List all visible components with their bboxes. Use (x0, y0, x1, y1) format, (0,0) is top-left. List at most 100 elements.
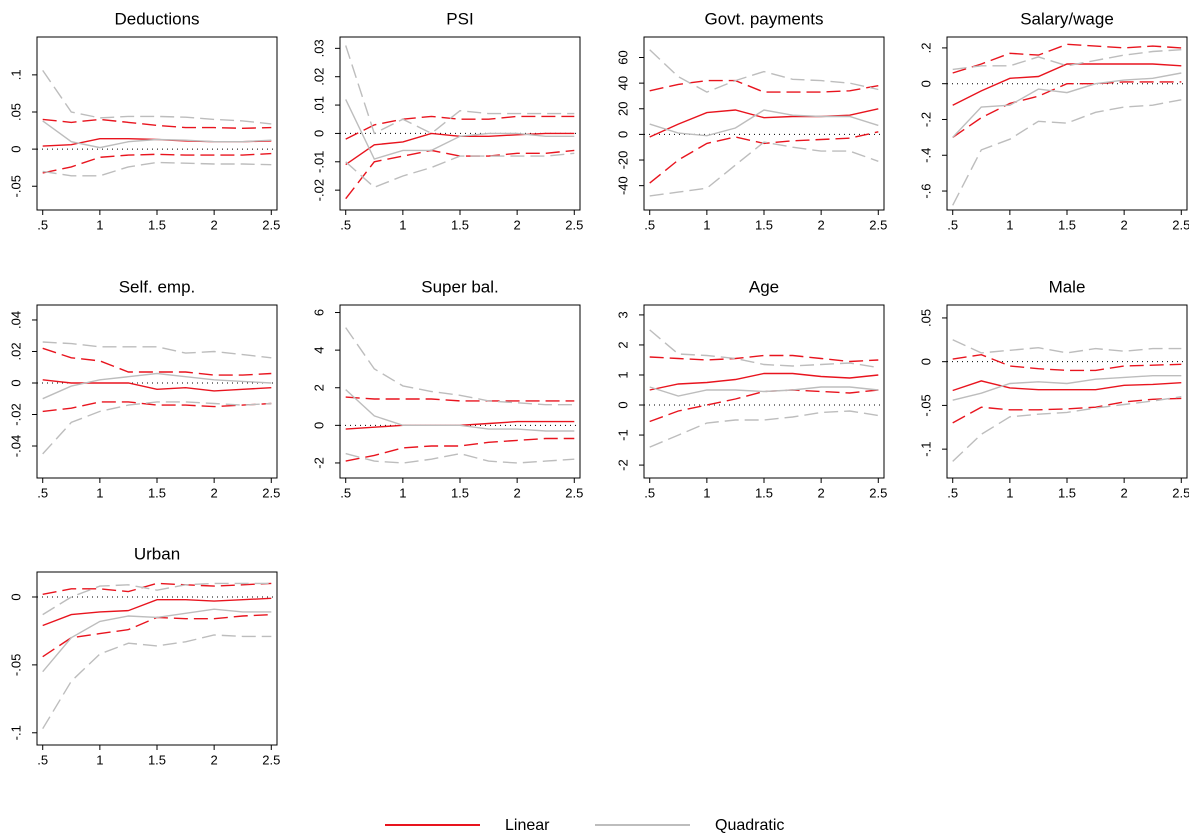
x-tick-label: 2 (211, 485, 218, 500)
x-tick-label: 1.5 (148, 217, 166, 232)
estimate-line (345, 99, 575, 160)
x-tick-label: .5 (644, 217, 655, 232)
plot-frame (36, 304, 278, 479)
panel-title: Salary/wage (1020, 9, 1114, 28)
y-tick-label: 40 (615, 76, 630, 90)
y-tick-label: -.05 (8, 654, 23, 676)
y-tick-label: -.04 (8, 435, 23, 457)
x-tick-label: 1.5 (451, 217, 469, 232)
confidence-band (649, 389, 879, 423)
x-tick-label: 1.5 (755, 217, 773, 232)
x-tick-label: 1.5 (755, 485, 773, 500)
estimate-line (42, 372, 272, 400)
confidence-band (42, 152, 272, 174)
y-tick-label: 0 (918, 80, 933, 87)
y-tick-label: 0 (311, 422, 326, 429)
y-tick-label: .01 (311, 96, 326, 114)
plot-frame (339, 304, 581, 479)
y-tick-label: .03 (311, 39, 326, 57)
estimate-line (952, 72, 1182, 138)
y-tick-label: -.01 (311, 151, 326, 173)
confidence-band (649, 79, 879, 93)
x-tick-label: 2.5 (262, 485, 280, 500)
panel-title: Super bal. (421, 277, 499, 296)
y-tick-label: -20 (615, 151, 630, 170)
x-tick-label: 2 (211, 752, 218, 767)
y-tick-label: .2 (918, 42, 933, 53)
y-tick-label: -.4 (918, 148, 933, 163)
x-tick-label: 1.5 (1058, 485, 1076, 500)
x-tick-label: 1.5 (148, 752, 166, 767)
y-tick-label: -.6 (918, 183, 933, 198)
y-tick-label: 1 (615, 371, 630, 378)
y-tick-label: -2 (615, 459, 630, 471)
y-tick-label: -.02 (8, 403, 23, 425)
confidence-band (952, 43, 1182, 74)
y-tick-label: .04 (8, 311, 23, 329)
x-tick-label: 2.5 (565, 485, 583, 500)
confidence-band (952, 81, 1182, 138)
y-tick-label: 0 (8, 145, 23, 152)
x-tick-label: 1 (703, 217, 710, 232)
panel-title: Self. emp. (119, 277, 196, 296)
legend-label: Quadratic (715, 817, 784, 834)
confidence-band (42, 582, 272, 595)
x-tick-label: 2 (514, 485, 521, 500)
confidence-band (952, 353, 1182, 372)
y-tick-label: 4 (311, 347, 326, 354)
estimate-line (952, 375, 1182, 401)
panel-title: Age (749, 277, 779, 296)
confidence-band (649, 354, 879, 363)
estimate-line (42, 597, 272, 627)
panel-title: Govt. payments (704, 9, 823, 28)
estimate-line (42, 608, 272, 673)
x-tick-label: 1 (96, 217, 103, 232)
x-tick-label: .5 (37, 217, 48, 232)
x-tick-label: 2.5 (869, 217, 887, 232)
y-tick-label: -40 (615, 176, 630, 195)
confidence-band (42, 341, 272, 359)
confidence-band (649, 49, 879, 93)
confidence-band (649, 131, 879, 184)
confidence-band (952, 339, 1182, 354)
x-tick-label: .5 (340, 217, 351, 232)
y-tick-label: -.1 (918, 442, 933, 457)
y-tick-label: 6 (311, 309, 326, 316)
confidence-band (345, 437, 575, 462)
confidence-band (952, 396, 1182, 462)
x-tick-label: 1 (96, 752, 103, 767)
y-tick-label: 20 (615, 102, 630, 116)
estimate-line (42, 120, 272, 149)
y-tick-label: -.05 (8, 175, 23, 197)
x-tick-label: 2 (1121, 485, 1128, 500)
confidence-band (345, 45, 575, 135)
y-tick-label: 0 (8, 379, 23, 386)
confidence-band (42, 582, 272, 616)
estimate-line (42, 379, 272, 392)
y-tick-label: 2 (311, 384, 326, 391)
plot-frame (946, 304, 1188, 479)
y-tick-label: -.2 (918, 112, 933, 127)
confidence-band (649, 141, 879, 197)
y-tick-label: .05 (918, 309, 933, 327)
y-tick-label: .02 (311, 68, 326, 86)
estimate-line (345, 132, 575, 166)
x-tick-label: 2.5 (869, 485, 887, 500)
estimate-line (649, 109, 879, 137)
y-tick-label: -.05 (918, 394, 933, 416)
y-tick-label: .1 (8, 69, 23, 80)
x-tick-label: 2 (514, 217, 521, 232)
x-tick-label: 1.5 (1058, 217, 1076, 232)
confidence-band (42, 161, 272, 177)
confidence-band (649, 329, 879, 369)
confidence-band (42, 401, 272, 413)
confidence-band (42, 347, 272, 376)
confidence-band (952, 397, 1182, 424)
confidence-band (345, 452, 575, 464)
confidence-band (42, 70, 272, 125)
x-tick-label: 1 (703, 485, 710, 500)
estimate-line (952, 63, 1182, 106)
x-tick-label: 1 (399, 485, 406, 500)
x-tick-label: .5 (947, 217, 958, 232)
